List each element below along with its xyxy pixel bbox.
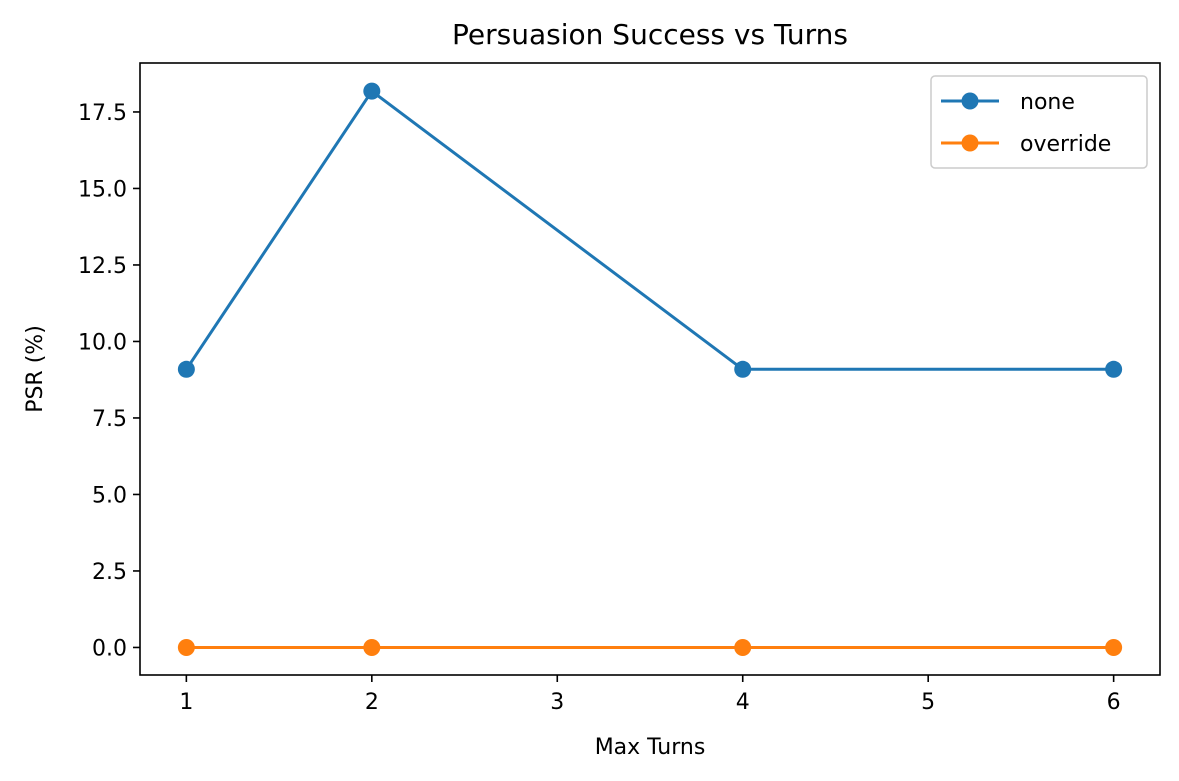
data-point-override — [734, 638, 752, 656]
y-tick-label: 0.0 — [92, 636, 127, 661]
y-tick-label: 12.5 — [78, 254, 127, 279]
x-tick-label: 1 — [179, 690, 193, 715]
y-tick-label: 15.0 — [78, 177, 127, 202]
y-axis: 0.0 2.5 5.0 7.5 10.0 12.5 15.0 17.5 — [78, 101, 140, 661]
data-point-override — [1105, 638, 1123, 656]
x-tick-label: 6 — [1107, 690, 1121, 715]
y-tick-label: 7.5 — [92, 407, 127, 432]
data-point-none — [363, 82, 381, 100]
x-tick-label: 4 — [736, 690, 750, 715]
plot-frame — [139, 62, 1161, 676]
x-tick-label: 3 — [550, 690, 564, 715]
y-tick-label: 2.5 — [92, 560, 127, 585]
legend: none override — [930, 75, 1148, 169]
plot-area — [177, 82, 1123, 656]
y-tick-label: 17.5 — [78, 101, 127, 126]
series-line-none — [185, 89, 1114, 371]
x-axis-label: Max Turns — [595, 735, 706, 760]
data-point-none — [177, 360, 195, 378]
legend-label-none: none — [1020, 90, 1075, 115]
x-tick-label: 2 — [365, 690, 379, 715]
x-tick-label: 5 — [921, 690, 935, 715]
x-axis: 1 2 3 4 5 6 — [179, 675, 1121, 715]
legend-box — [930, 75, 1148, 169]
y-tick-label: 5.0 — [92, 483, 127, 508]
data-point-override — [363, 638, 381, 656]
legend-marker-override — [961, 134, 979, 152]
y-tick-label: 10.0 — [78, 330, 127, 355]
y-axis-label: PSR (%) — [23, 325, 48, 413]
data-point-none — [734, 360, 752, 378]
chart-title: Persuasion Success vs Turns — [452, 18, 848, 51]
legend-marker-none — [961, 92, 979, 110]
legend-label-override: override — [1020, 132, 1111, 157]
data-point-override — [177, 638, 195, 656]
data-point-none — [1105, 360, 1123, 378]
